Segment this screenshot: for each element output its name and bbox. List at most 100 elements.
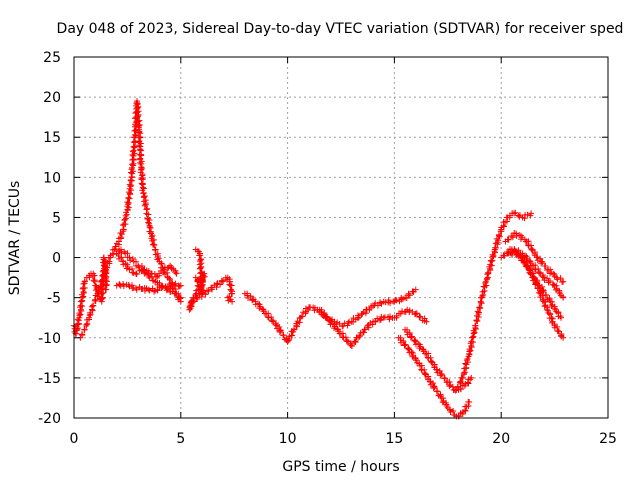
series-midday-branch-a: [316, 306, 430, 349]
data-point: [151, 242, 158, 249]
data-point: [135, 117, 142, 124]
data-point: [228, 290, 235, 297]
data-point: [153, 273, 160, 280]
data-point: [464, 355, 471, 362]
data-point: [556, 289, 563, 296]
series-late-track-d: [508, 246, 567, 301]
data-point: [154, 287, 161, 294]
data-point: [473, 317, 480, 324]
data-point: [335, 326, 342, 333]
data-point: [480, 283, 487, 290]
data-point: [535, 269, 542, 276]
data-point: [459, 374, 466, 381]
data-point: [402, 341, 409, 348]
data-point: [122, 221, 129, 228]
series-late-track-b: [502, 230, 567, 285]
data-point: [530, 273, 537, 280]
data-point: [447, 408, 454, 415]
data-point: [377, 299, 384, 306]
data-point: [360, 329, 367, 336]
data-point: [172, 267, 179, 274]
data-point: [79, 331, 86, 338]
data-point: [492, 244, 499, 251]
series-evening-rise-main: [453, 209, 535, 393]
data-point: [347, 340, 354, 347]
data-point: [125, 194, 132, 201]
data-point: [386, 316, 393, 323]
data-point: [229, 298, 236, 305]
data-point: [348, 342, 355, 349]
data-point: [137, 159, 144, 166]
data-point: [199, 289, 206, 296]
data-point: [249, 297, 256, 304]
data-point: [507, 250, 514, 257]
data-point: [439, 399, 446, 406]
data-point: [464, 379, 471, 386]
data-point: [554, 276, 561, 283]
data-point: [456, 379, 463, 386]
data-point: [454, 383, 461, 390]
data-point: [91, 278, 98, 285]
data-point: [276, 324, 283, 331]
data-point: [436, 367, 443, 374]
data-point: [539, 297, 546, 304]
data-point: [192, 274, 199, 281]
data-point: [528, 245, 535, 252]
data-point: [412, 286, 419, 293]
data-point: [468, 374, 475, 381]
data-point: [550, 281, 557, 288]
series-early-track-mid: [113, 250, 184, 301]
data-point: [112, 243, 119, 250]
data-point: [276, 329, 283, 336]
data-point: [372, 318, 379, 325]
data-point: [539, 258, 546, 265]
data-point: [80, 290, 87, 297]
x-tick-label: 25: [599, 431, 617, 447]
data-point: [505, 236, 512, 243]
data-point: [118, 249, 125, 256]
data-point: [100, 289, 107, 296]
data-point: [345, 319, 352, 326]
data-point: [134, 118, 141, 125]
data-point: [118, 231, 125, 238]
data-point: [147, 225, 154, 232]
data-point: [176, 283, 183, 290]
data-point: [421, 370, 428, 377]
x-tick-label: 5: [176, 431, 185, 447]
y-tick-labels: -20 -15 -10 -5 0 5 10 15 20 25: [38, 50, 61, 427]
data-point: [134, 113, 141, 120]
data-point: [163, 287, 170, 294]
data-point: [138, 263, 145, 270]
data-point: [476, 304, 483, 311]
data-point: [202, 291, 209, 298]
x-tick-labels: 0 5 10 15 20 25: [70, 431, 617, 447]
data-point: [446, 383, 453, 390]
data-point: [285, 337, 292, 344]
data-point: [172, 290, 179, 297]
data-point: [136, 142, 143, 149]
series-early-spike-main: [77, 98, 184, 341]
data-points: [71, 98, 567, 420]
y-axis-label: SDTVAR / TECUs: [7, 181, 23, 296]
data-point: [467, 347, 474, 354]
x-tick-label: 10: [279, 431, 297, 447]
data-point: [554, 327, 561, 334]
data-point: [135, 264, 142, 271]
series-evening-descent-b: [395, 334, 473, 420]
data-point: [524, 211, 531, 218]
data-point: [342, 334, 349, 341]
data-point: [136, 121, 143, 128]
data-point: [412, 355, 419, 362]
data-point: [548, 314, 555, 321]
data-point: [437, 372, 444, 379]
data-point: [88, 303, 95, 310]
data-point: [103, 286, 110, 293]
axis-ticks: [73, 56, 609, 419]
data-point: [411, 337, 418, 344]
data-point: [539, 288, 546, 295]
data-point: [544, 306, 551, 313]
data-point: [542, 262, 549, 269]
data-point: [528, 210, 535, 217]
data-point: [146, 274, 153, 281]
data-point: [152, 247, 159, 254]
